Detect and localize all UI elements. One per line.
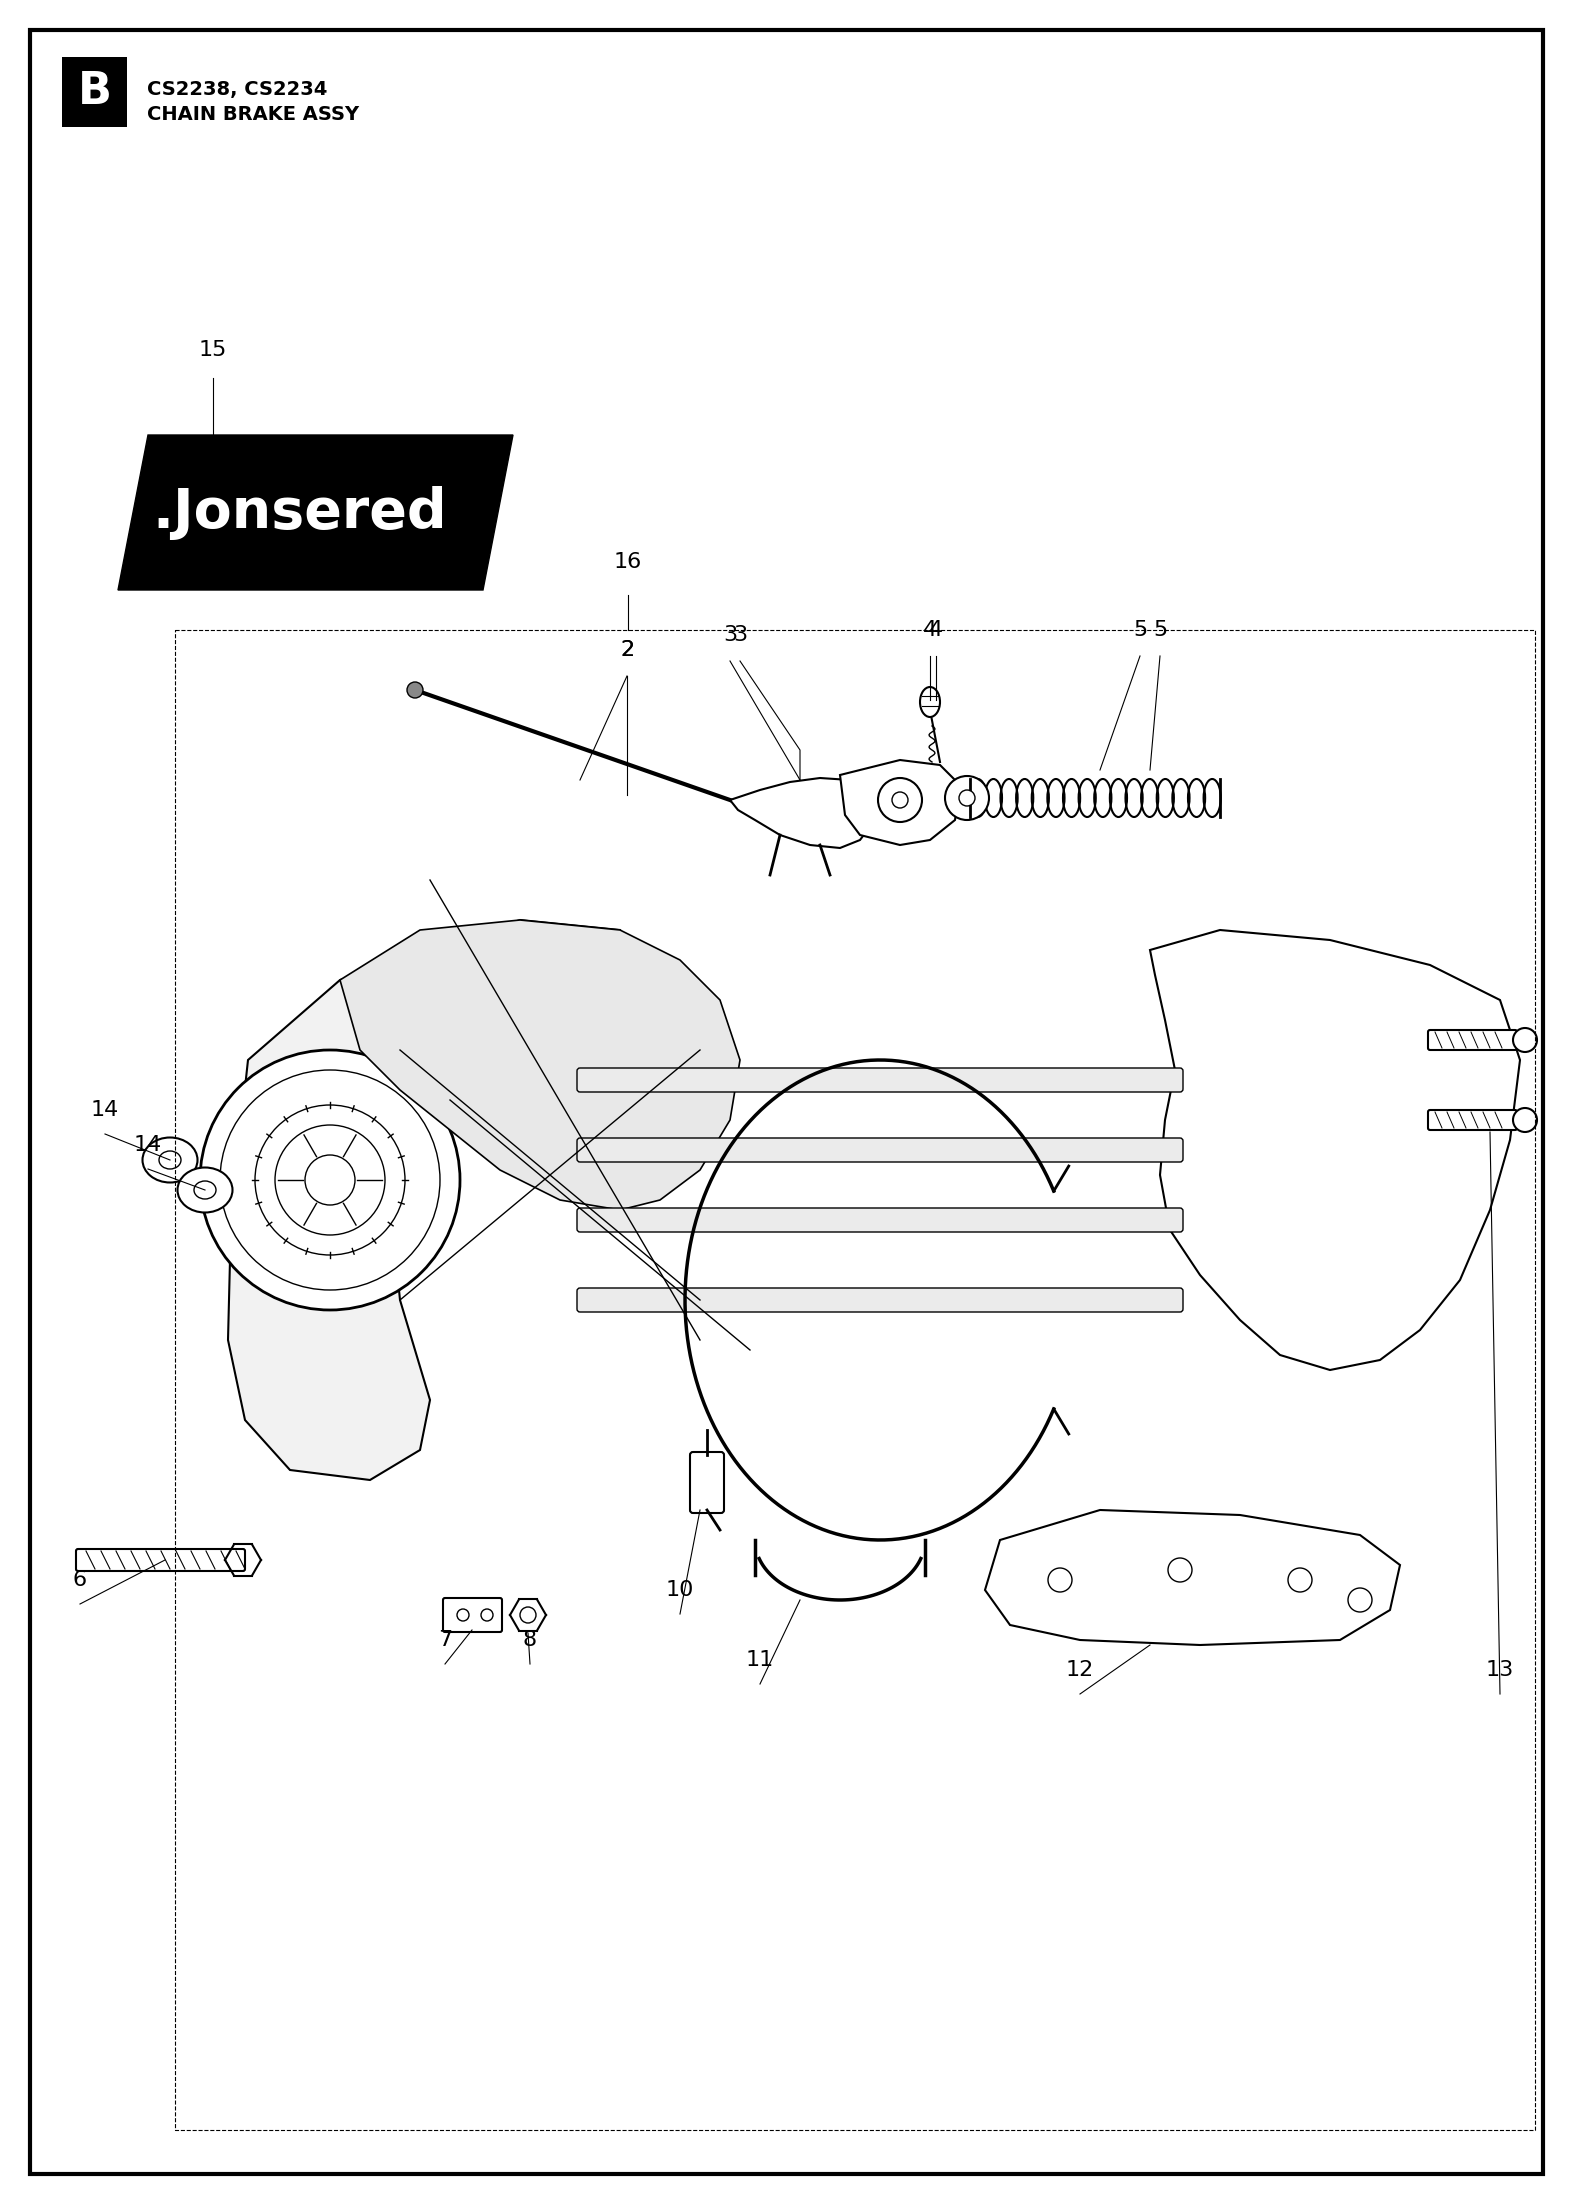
FancyBboxPatch shape [1428,1029,1516,1049]
Polygon shape [730,778,875,849]
FancyBboxPatch shape [444,1598,502,1631]
Circle shape [1288,1567,1312,1591]
Circle shape [878,778,922,822]
Text: 14: 14 [91,1100,120,1120]
FancyBboxPatch shape [577,1137,1183,1162]
Text: 2: 2 [620,639,634,659]
Polygon shape [840,760,960,844]
Text: 7: 7 [437,1631,451,1651]
Polygon shape [340,919,739,1210]
FancyBboxPatch shape [577,1069,1183,1091]
Polygon shape [228,919,650,1481]
Circle shape [1348,1589,1372,1611]
Text: 6: 6 [72,1569,87,1589]
Circle shape [892,791,908,809]
Text: 3: 3 [724,626,738,646]
Ellipse shape [920,688,941,716]
FancyBboxPatch shape [691,1452,724,1512]
FancyBboxPatch shape [1428,1111,1516,1131]
Ellipse shape [143,1137,198,1184]
Circle shape [407,681,423,699]
Bar [175,630,1535,2129]
Circle shape [305,1155,355,1206]
FancyBboxPatch shape [577,1208,1183,1232]
Ellipse shape [178,1168,233,1212]
Circle shape [945,776,989,820]
Circle shape [458,1609,469,1620]
Text: 10: 10 [665,1580,694,1600]
Bar [61,57,127,128]
Text: 14: 14 [134,1135,162,1155]
Polygon shape [1150,930,1520,1371]
Text: 4: 4 [923,619,938,639]
Polygon shape [118,434,513,591]
Text: CHAIN BRAKE ASSY: CHAIN BRAKE ASSY [146,106,359,123]
Circle shape [521,1607,536,1622]
Circle shape [481,1609,492,1620]
Circle shape [1048,1567,1073,1591]
Text: 12: 12 [1066,1660,1095,1679]
Circle shape [275,1124,385,1234]
Text: .Jonsered: .Jonsered [153,485,447,540]
FancyBboxPatch shape [76,1549,245,1571]
Text: 13: 13 [1486,1660,1515,1679]
Text: 16: 16 [613,551,642,573]
Circle shape [1169,1558,1192,1582]
Text: 15: 15 [198,339,227,359]
Text: CS2238, CS2234: CS2238, CS2234 [146,79,327,99]
Circle shape [1513,1027,1537,1051]
Ellipse shape [159,1150,181,1168]
Text: 2: 2 [620,639,634,659]
Text: B: B [77,71,112,112]
Text: 5: 5 [1133,619,1147,639]
Polygon shape [985,1510,1400,1644]
Circle shape [1513,1109,1537,1133]
Text: 11: 11 [746,1651,774,1671]
Text: 5: 5 [1153,619,1167,639]
Text: 4: 4 [930,619,944,639]
Circle shape [200,1049,459,1309]
Text: 3: 3 [733,626,747,646]
FancyBboxPatch shape [577,1287,1183,1311]
Ellipse shape [193,1181,216,1199]
Text: 8: 8 [522,1631,536,1651]
Circle shape [960,789,975,807]
Circle shape [255,1104,404,1254]
Circle shape [220,1069,440,1289]
